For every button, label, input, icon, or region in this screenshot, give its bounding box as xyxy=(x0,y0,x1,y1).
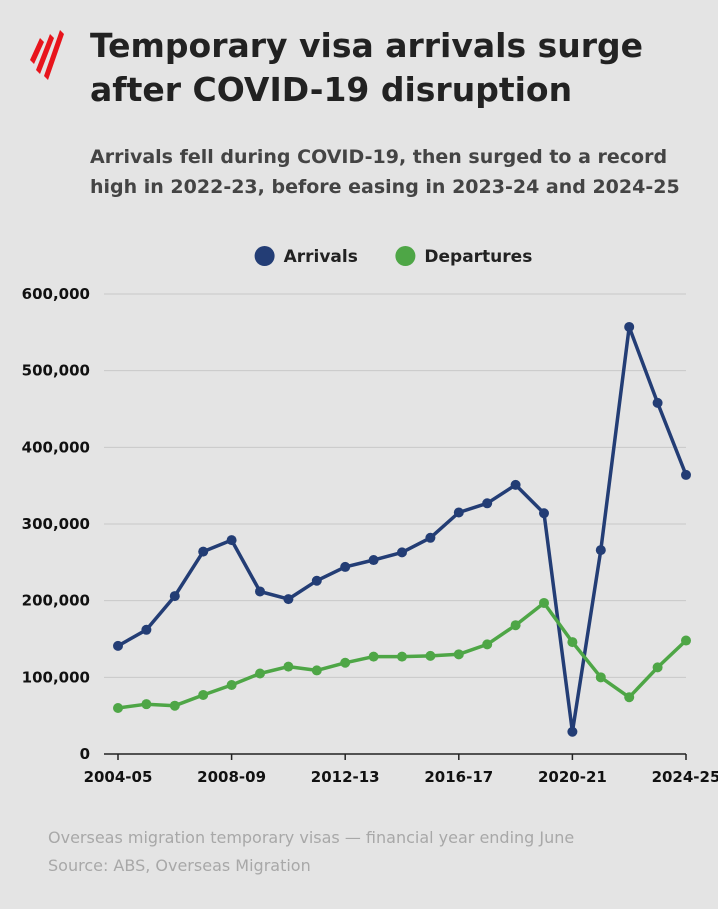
data-point-departures xyxy=(510,620,521,631)
chart-title: Temporary visa arrivals surge after COVI… xyxy=(90,26,643,109)
y-tick-label: 500,000 xyxy=(22,362,90,380)
y-tick-label: 100,000 xyxy=(22,668,90,686)
data-point-departures xyxy=(141,699,152,710)
x-tick-label: 2012-13 xyxy=(311,768,380,786)
data-point-arrivals xyxy=(652,397,663,408)
data-point-departures xyxy=(340,657,351,668)
y-tick-label: 400,000 xyxy=(22,438,90,456)
grid-lines xyxy=(104,293,686,755)
sbs-logo-icon xyxy=(30,30,64,80)
data-point-departures xyxy=(198,689,209,700)
data-point-arrivals xyxy=(283,594,294,605)
data-point-arrivals xyxy=(425,532,436,543)
x-axis: 2004-05 2008-09 2012-13 2016-17 2020-21 2024-… xyxy=(84,754,718,786)
data-point-arrivals xyxy=(311,575,322,586)
data-point-arrivals xyxy=(198,546,209,557)
data-point-arrivals xyxy=(595,545,606,556)
data-point-departures xyxy=(368,651,379,662)
data-point-departures xyxy=(311,665,322,676)
data-point-arrivals xyxy=(624,321,635,332)
y-axis: 0 100,000 200,000 300,000 400,000 500,000 600,… xyxy=(22,285,90,763)
y-tick-label: 300,000 xyxy=(22,515,90,533)
data-point-arrivals xyxy=(681,469,691,480)
line-chart: Arrivals Departures 0 100,000 200,000 300,00… xyxy=(22,246,718,786)
data-point-departures xyxy=(425,650,436,661)
data-point-arrivals xyxy=(340,561,351,572)
legend-marker-departures xyxy=(395,246,416,266)
series-line-arrivals xyxy=(117,325,688,734)
data-point-departures xyxy=(482,639,493,650)
data-point-departures xyxy=(624,692,635,703)
data-point-arrivals xyxy=(453,507,464,518)
legend-label-arrivals: Arrivals xyxy=(284,247,358,267)
data-point-arrivals xyxy=(169,591,180,602)
y-tick-label: 600,000 xyxy=(22,285,90,303)
data-point-departures xyxy=(539,597,549,608)
legend: Arrivals Departures xyxy=(254,246,532,267)
data-point-departures xyxy=(397,651,407,662)
chart-subtitle: Arrivals fell during COVID-19, then surg… xyxy=(90,146,680,198)
data-point-arrivals xyxy=(226,535,237,546)
data-point-departures xyxy=(453,649,464,660)
legend-label-departures: Departures xyxy=(424,247,532,267)
footer-note: Overseas migration temporary visas — fin… xyxy=(48,828,575,847)
x-tick-label: 2008-09 xyxy=(197,768,266,786)
data-point-departures xyxy=(283,661,294,672)
data-point-arrivals xyxy=(141,624,152,635)
data-point-arrivals xyxy=(113,640,123,651)
data-point-arrivals xyxy=(397,547,407,558)
x-tick-label: 2024-25 xyxy=(652,768,718,786)
x-tick-label: 2004-05 xyxy=(84,768,153,786)
y-tick-label: 0 xyxy=(80,745,90,763)
y-tick-label: 200,000 xyxy=(22,592,90,610)
data-point-departures xyxy=(681,635,691,646)
data-point-arrivals xyxy=(482,498,493,509)
data-point-arrivals xyxy=(368,555,379,566)
legend-marker-arrivals xyxy=(254,246,275,266)
data-point-departures xyxy=(595,672,606,683)
footer-source: Source: ABS, Overseas Migration xyxy=(48,856,311,875)
footer: Overseas migration temporary visas — fin… xyxy=(48,824,708,880)
data-point-arrivals xyxy=(255,586,265,597)
x-tick-label: 2020-21 xyxy=(538,768,607,786)
series-group xyxy=(113,321,691,737)
data-point-arrivals xyxy=(510,479,521,490)
data-point-departures xyxy=(226,680,237,690)
data-point-departures xyxy=(255,668,265,679)
data-point-arrivals xyxy=(567,726,578,737)
data-point-departures xyxy=(113,703,123,713)
data-point-departures xyxy=(169,700,180,711)
x-tick-label: 2016-17 xyxy=(424,768,493,786)
data-point-arrivals xyxy=(539,508,549,519)
data-point-departures xyxy=(652,662,663,673)
data-point-departures xyxy=(567,637,578,648)
